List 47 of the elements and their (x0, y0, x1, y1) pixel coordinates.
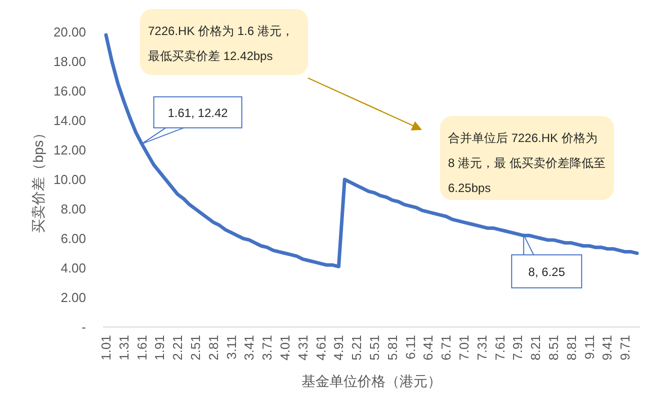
x-tick-label: 8.51 (546, 335, 561, 360)
y-tick-label: 18.00 (53, 54, 86, 69)
x-tick-label: 2.21 (170, 335, 186, 360)
y-tick-label: 8.00 (60, 202, 86, 216)
x-tick-label: 1.31 (116, 335, 132, 360)
y-tick-label: 20.00 (53, 24, 86, 40)
x-tick-label: 5.21 (349, 335, 364, 360)
x-tick-label: 7.61 (492, 335, 508, 360)
x-tick-label: 1.61 (134, 335, 150, 360)
y-tick-label: 2.00 (60, 290, 86, 305)
x-tick-label: 5.81 (384, 335, 400, 360)
x-tick-label: 3.71 (260, 335, 275, 360)
x-tick-label: 4.01 (277, 335, 292, 360)
x-tick-label: 9.41 (600, 335, 615, 360)
y-tick-label: 6.00 (60, 231, 86, 246)
y-tick-label: 12.00 (53, 142, 86, 158)
x-tick-label: 7.91 (510, 335, 526, 360)
x-tick-label: 1.01 (98, 335, 114, 360)
x-tick-label: 4.61 (313, 335, 328, 360)
x-axis-title: 基金单位价格（港元） (302, 373, 442, 389)
x-tick-label: 8.81 (564, 335, 579, 360)
x-tick-label: 9.71 (618, 335, 633, 360)
x-tick-label: 1.91 (152, 335, 168, 360)
x-tick-label: 6.41 (420, 335, 436, 360)
y-tick-label: - (82, 320, 86, 334)
x-tick-label: 7.31 (474, 335, 490, 360)
x-tick-label: 4.91 (331, 335, 346, 360)
x-tick-label: 3.11 (224, 335, 239, 360)
y-tick-label: 10.00 (53, 172, 86, 187)
annotation: 1.61, 12.42 (168, 106, 228, 120)
annotation: 7226.HK 价格为 1.6 港元，最低买卖价差 12.42bps (147, 23, 294, 65)
y-tick-label: 16.00 (53, 84, 86, 98)
x-tick-label: 6.11 (402, 335, 418, 360)
annotation: 合并单位后 7226.HK 价格为 8 港元，最 低买卖价差降低至 6.25bps (440, 116, 614, 201)
y-tick-label: 4.00 (60, 260, 86, 276)
y-axis-title: 买卖价差（bps） (30, 126, 46, 233)
x-tick-label: 6.71 (438, 335, 454, 360)
annotation: 8, 6.25 (528, 264, 566, 279)
x-tick-label: 5.51 (366, 335, 382, 360)
x-tick-label: 2.51 (188, 335, 203, 360)
x-tick-label: 4.31 (295, 335, 310, 360)
x-tick-label: 7.01 (456, 335, 472, 360)
x-tick-label: 3.41 (242, 335, 257, 360)
x-tick-label: 9.11 (582, 335, 597, 360)
x-tick-label: 8.21 (528, 335, 544, 360)
x-tick-label: 2.81 (206, 335, 221, 360)
y-tick-label: 14.00 (53, 113, 86, 128)
